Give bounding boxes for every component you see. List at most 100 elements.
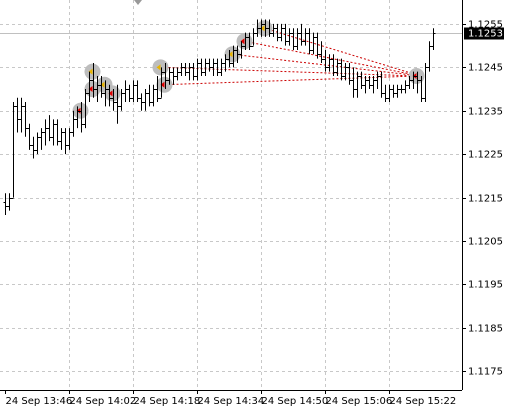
- bar: [299, 23, 304, 46]
- bar: [267, 19, 272, 37]
- x-tick-label: 24 Sep 13:46: [6, 396, 73, 407]
- trade-arrow: [108, 90, 113, 97]
- bar: [379, 71, 384, 98]
- bar: [279, 23, 284, 42]
- bar: [207, 58, 212, 72]
- bar: [35, 132, 40, 155]
- bar: [171, 67, 176, 85]
- bar: [371, 76, 376, 94]
- bar: [87, 71, 92, 103]
- bar: [335, 58, 340, 77]
- bar: [351, 67, 356, 98]
- bar: [143, 89, 148, 111]
- bar: [155, 76, 160, 103]
- x-tick-label: 24 Sep 15:06: [326, 396, 393, 407]
- x-tick-label: 24 Sep 14:02: [70, 396, 137, 407]
- bar: [315, 32, 320, 59]
- bar: [115, 84, 120, 124]
- bar: [75, 106, 80, 129]
- trade-arrow: [156, 64, 161, 71]
- x-tick-label: 24 Sep 15:22: [390, 396, 457, 407]
- bar: [107, 84, 112, 107]
- trade-arrow: [228, 51, 233, 58]
- bar: [331, 54, 336, 77]
- bar: [255, 19, 260, 37]
- bar: [419, 76, 424, 103]
- bar: [111, 89, 116, 111]
- bar: [363, 76, 368, 94]
- bar: [91, 62, 96, 98]
- bar: [383, 84, 388, 103]
- bar: [239, 41, 244, 59]
- trade-arrow: [240, 38, 245, 45]
- bar: [359, 71, 364, 90]
- bar: [47, 115, 52, 142]
- bar: [55, 119, 60, 146]
- bar: [219, 58, 224, 77]
- bar: [307, 28, 312, 55]
- bar: [231, 45, 236, 68]
- bar: [343, 62, 348, 81]
- y-tick-label: 1.1235: [468, 107, 503, 118]
- bar: [407, 76, 412, 90]
- bar: [319, 41, 324, 63]
- bar: [7, 193, 12, 211]
- bar: [15, 97, 20, 133]
- bar: [59, 128, 64, 150]
- bar: [43, 119, 48, 146]
- bar: [275, 23, 280, 42]
- bar: [103, 80, 108, 107]
- bar: [195, 58, 200, 81]
- bar: [123, 80, 128, 103]
- bar: [391, 84, 396, 98]
- bar: [19, 97, 24, 133]
- bar: [431, 28, 436, 50]
- bar: [191, 62, 196, 81]
- bar: [39, 128, 44, 150]
- bar: [99, 76, 104, 98]
- shift-marker: [134, 0, 142, 5]
- y-tick-label: 1.1245: [468, 63, 503, 74]
- bar: [411, 71, 416, 90]
- trade-arrow: [88, 68, 93, 75]
- bar: [131, 80, 136, 103]
- bar: [159, 67, 164, 99]
- trade-line: [244, 40, 421, 77]
- bar: [303, 28, 308, 46]
- trade-line: [232, 53, 421, 77]
- bar: [327, 54, 332, 72]
- y-tick-label: 1.1215: [468, 194, 503, 205]
- bar: [251, 28, 256, 47]
- bar: [259, 19, 264, 37]
- bar: [235, 45, 240, 63]
- bar: [203, 58, 208, 77]
- bar: [395, 84, 400, 98]
- bar: [119, 89, 124, 111]
- bar: [295, 28, 300, 50]
- bar: [347, 62, 352, 85]
- bar: [167, 67, 172, 85]
- trade-line: [264, 27, 421, 77]
- bar: [355, 71, 360, 98]
- bar: [287, 28, 292, 46]
- bar: [399, 84, 404, 94]
- y-tick-label: 1.1225: [468, 150, 503, 161]
- bar: [3, 193, 8, 215]
- bar: [127, 84, 132, 103]
- x-tick-label: 24 Sep 14:34: [198, 396, 265, 407]
- y-tick-label: 1.1255: [468, 20, 503, 31]
- bar: [95, 76, 100, 103]
- bar: [175, 67, 180, 81]
- bar: [387, 84, 392, 103]
- bar: [27, 123, 32, 150]
- bar: [215, 58, 220, 77]
- bar: [283, 23, 288, 46]
- bar: [135, 80, 140, 103]
- bar: [63, 128, 68, 155]
- x-tick-label: 24 Sep 14:50: [262, 396, 329, 407]
- bar: [263, 19, 268, 37]
- bar: [271, 23, 276, 37]
- bar: [243, 32, 248, 50]
